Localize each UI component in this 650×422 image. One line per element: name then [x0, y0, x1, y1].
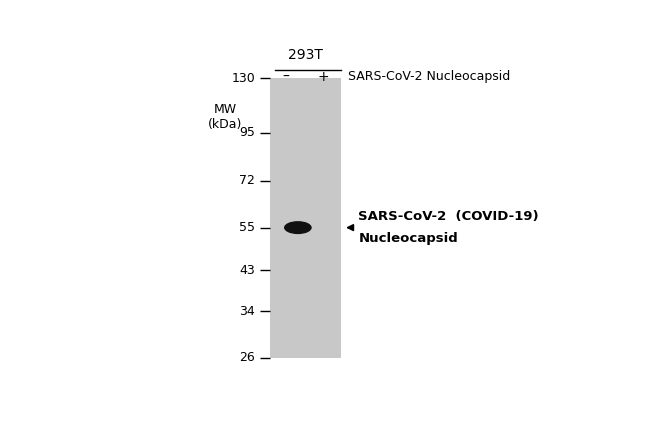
Text: 130: 130 [231, 72, 255, 85]
Text: 72: 72 [239, 174, 255, 187]
Text: 26: 26 [239, 351, 255, 364]
Text: 293T: 293T [288, 48, 323, 62]
Text: 34: 34 [239, 305, 255, 318]
Ellipse shape [284, 221, 312, 234]
Text: MW
(kDa): MW (kDa) [207, 103, 242, 131]
Text: Nucleocapsid: Nucleocapsid [358, 232, 458, 245]
Text: +: + [317, 70, 329, 84]
Text: SARS-CoV-2 Nucleocapsid: SARS-CoV-2 Nucleocapsid [348, 70, 510, 83]
Text: SARS-CoV-2  (COVID-19): SARS-CoV-2 (COVID-19) [358, 210, 539, 223]
Text: –: – [282, 70, 289, 84]
Bar [270, 78, 341, 358]
Text: 43: 43 [239, 264, 255, 277]
Text: 55: 55 [239, 221, 255, 234]
Text: 95: 95 [239, 126, 255, 139]
